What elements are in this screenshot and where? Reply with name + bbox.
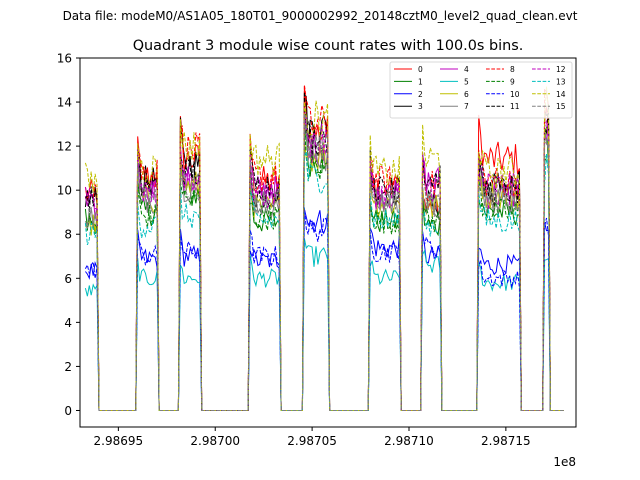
chart-title: Quadrant 3 module wise count rates with … — [133, 38, 524, 54]
legend-label-10: 10 — [510, 90, 520, 99]
x-tick-label: 2.98715 — [481, 434, 531, 448]
legend-label-4: 4 — [464, 65, 469, 74]
plot-area — [84, 84, 564, 411]
y-tick-label: 2 — [64, 360, 72, 374]
series-line-14 — [84, 86, 564, 411]
y-tick-label: 8 — [64, 228, 72, 242]
legend-label-12: 12 — [556, 65, 566, 74]
y-tick-label: 6 — [64, 272, 72, 286]
y-tick-label: 10 — [57, 184, 72, 198]
x-tick-label: 2.98695 — [94, 434, 144, 448]
x-tick-label: 2.98710 — [384, 434, 434, 448]
series-line-12 — [84, 114, 564, 411]
y-tick-label: 14 — [57, 96, 72, 110]
legend-label-8: 8 — [510, 65, 515, 74]
legend-label-1: 1 — [418, 77, 423, 86]
legend-label-6: 6 — [464, 90, 469, 99]
legend-label-5: 5 — [464, 77, 469, 86]
axes: 2.98695 2.98700 2.98705 2.98710 2.98715 0 2 4 6 8… — [57, 52, 577, 448]
x-tick-label: 2.98700 — [190, 434, 240, 448]
axes-frame — [79, 57, 577, 428]
legend-box — [389, 61, 573, 119]
legend-label-3: 3 — [418, 102, 423, 111]
legend-label-15: 15 — [556, 102, 566, 111]
y-tick-label: 0 — [64, 404, 72, 418]
legend-label-0: 0 — [418, 65, 423, 74]
legend-label-7: 7 — [464, 102, 469, 111]
legend-label-13: 13 — [556, 77, 566, 86]
x-tick-label: 2.98705 — [287, 434, 337, 448]
x-offset-label: 1e8 — [553, 455, 576, 469]
data-file-suptitle: Data file: modeM0/AS1A05_180T01_90000029… — [63, 9, 578, 23]
y-tick-label: 16 — [57, 52, 72, 66]
y-tick-label: 4 — [64, 316, 72, 330]
series-line-15 — [84, 113, 564, 411]
legend-label-11: 11 — [510, 102, 520, 111]
y-tick-label: 12 — [57, 140, 72, 154]
legend-label-14: 14 — [556, 90, 566, 99]
legend-label-2: 2 — [418, 90, 423, 99]
legend-label-9: 9 — [510, 77, 515, 86]
